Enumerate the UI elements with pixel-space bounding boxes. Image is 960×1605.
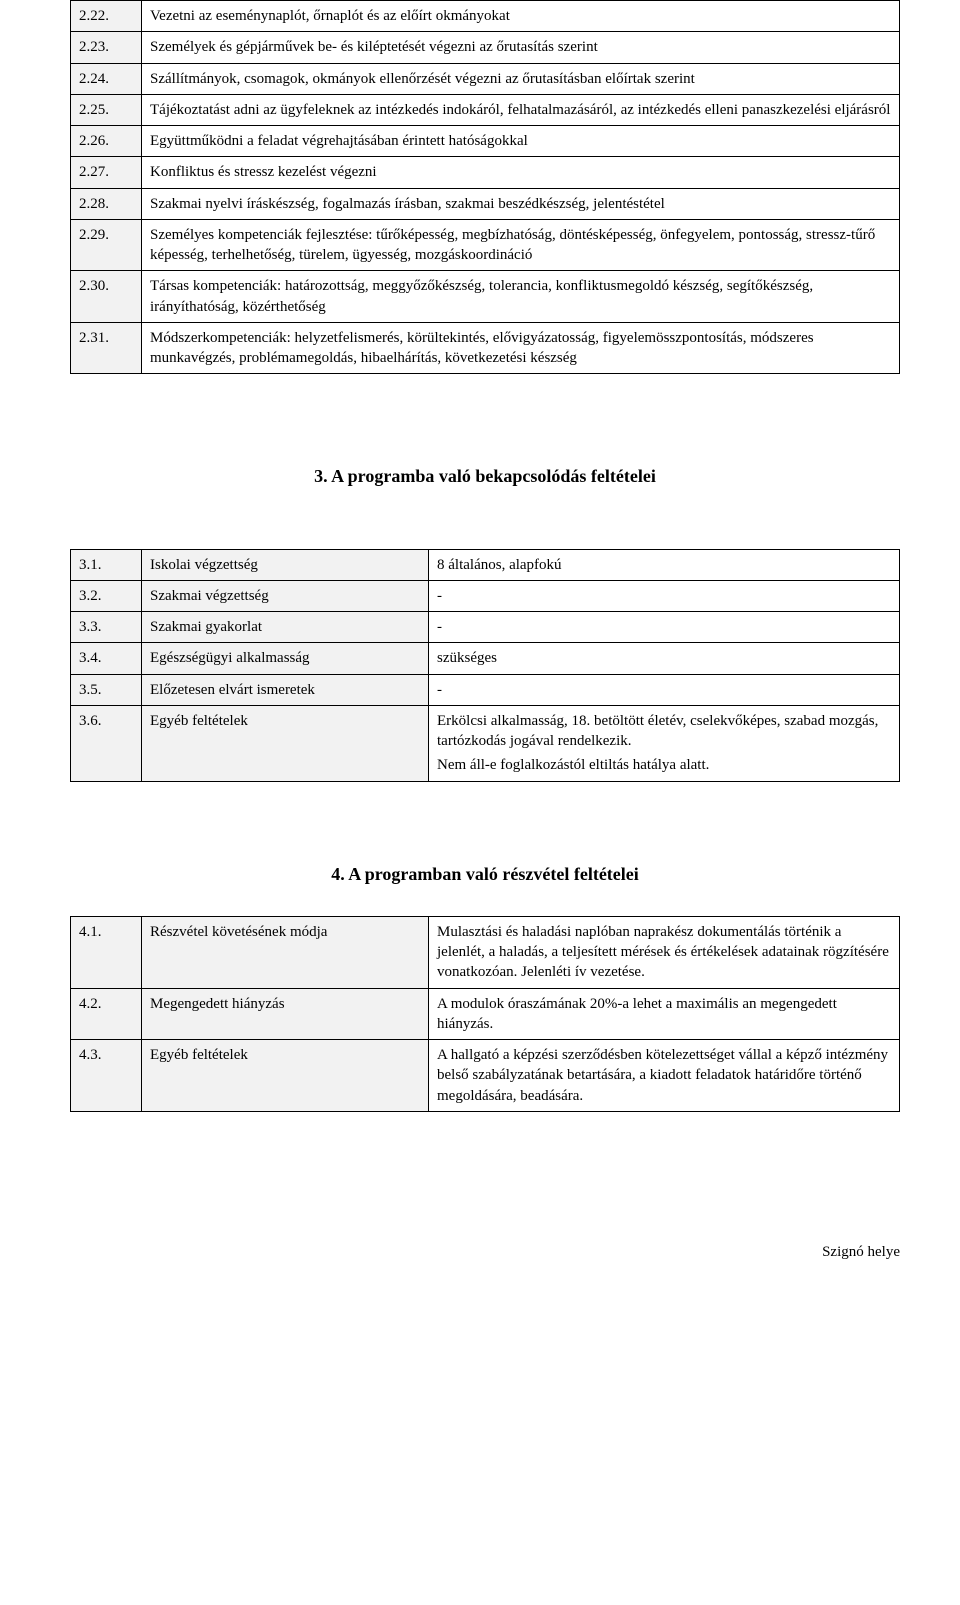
table-row: 3.1. Iskolai végzettség 8 általános, ala… — [71, 549, 900, 580]
table-row: 3.2. Szakmai végzettség - — [71, 580, 900, 611]
row-num: 4.3. — [71, 1040, 142, 1112]
table-competencies: 2.22. Vezetni az eseménynaplót, őrnaplót… — [70, 0, 900, 374]
signature-placeholder: Szignó helye — [70, 1242, 900, 1262]
row-text: Szakmai nyelvi íráskészség, fogalmazás í… — [142, 188, 900, 219]
row-value: A modulok óraszámának 20%-a lehet a maxi… — [429, 988, 900, 1040]
table-row: 3.5. Előzetesen elvárt ismeretek - — [71, 674, 900, 705]
table-row: 2.26. Együttműködni a feladat végrehajtá… — [71, 126, 900, 157]
row-num: 2.27. — [71, 157, 142, 188]
table-row: 2.30. Társas kompetenciák: határozottság… — [71, 271, 900, 323]
row-num: 2.23. — [71, 32, 142, 63]
row-text: Együttműködni a feladat végrehajtásában … — [142, 126, 900, 157]
row-value: - — [429, 674, 900, 705]
table-row: 4.3. Egyéb feltételek A hallgató a képzé… — [71, 1040, 900, 1112]
row-text: Társas kompetenciák: határozottság, megg… — [142, 271, 900, 323]
table-row: 2.28. Szakmai nyelvi íráskészség, fogalm… — [71, 188, 900, 219]
row-value: Erkölcsi alkalmasság, 18. betöltött élet… — [429, 705, 900, 781]
row-num: 2.30. — [71, 271, 142, 323]
row-text: Konfliktus és stressz kezelést végezni — [142, 157, 900, 188]
table-row: 2.24. Szállítmányok, csomagok, okmányok … — [71, 63, 900, 94]
table-row: 2.27. Konfliktus és stressz kezelést vég… — [71, 157, 900, 188]
row-value: A hallgató a képzési szerződésben kötele… — [429, 1040, 900, 1112]
row-num: 3.6. — [71, 705, 142, 781]
row-label: Egyéb feltételek — [142, 1040, 429, 1112]
row-value-p1: Erkölcsi alkalmasság, 18. betöltött élet… — [437, 711, 891, 752]
row-text: Személyek és gépjárművek be- és kiléptet… — [142, 32, 900, 63]
row-text: Módszerkompetenciák: helyzetfelismerés, … — [142, 322, 900, 374]
table-section4: 4.1. Részvétel követésének módja Mulaszt… — [70, 916, 900, 1112]
row-label: Megengedett hiányzás — [142, 988, 429, 1040]
row-label: Részvétel követésének módja — [142, 916, 429, 988]
row-num: 2.31. — [71, 322, 142, 374]
row-value-p2: Nem áll-e foglalkozástól eltiltás hatály… — [437, 755, 891, 775]
table-row: 2.29. Személyes kompetenciák fejlesztése… — [71, 219, 900, 271]
row-value: - — [429, 612, 900, 643]
row-text: Személyes kompetenciák fejlesztése: tűrő… — [142, 219, 900, 271]
row-num: 2.28. — [71, 188, 142, 219]
section4-title: 4. A programban való részvétel feltétele… — [70, 862, 900, 886]
table-row: 2.25. Tájékoztatást adni az ügyfeleknek … — [71, 94, 900, 125]
row-num: 2.29. — [71, 219, 142, 271]
row-value: - — [429, 580, 900, 611]
row-value: 8 általános, alapfokú — [429, 549, 900, 580]
row-text: Tájékoztatást adni az ügyfeleknek az int… — [142, 94, 900, 125]
table-row: 2.23. Személyek és gépjárművek be- és ki… — [71, 32, 900, 63]
table-row: 3.4. Egészségügyi alkalmasság szükséges — [71, 643, 900, 674]
row-label: Szakmai gyakorlat — [142, 612, 429, 643]
row-label: Szakmai végzettség — [142, 580, 429, 611]
row-text: Vezetni az eseménynaplót, őrnaplót és az… — [142, 1, 900, 32]
row-num: 3.1. — [71, 549, 142, 580]
table-section3: 3.1. Iskolai végzettség 8 általános, ala… — [70, 549, 900, 782]
row-num: 3.4. — [71, 643, 142, 674]
row-num: 3.5. — [71, 674, 142, 705]
row-num: 2.25. — [71, 94, 142, 125]
row-num: 2.24. — [71, 63, 142, 94]
row-label: Egyéb feltételek — [142, 705, 429, 781]
row-num: 3.3. — [71, 612, 142, 643]
table-row: 4.1. Részvétel követésének módja Mulaszt… — [71, 916, 900, 988]
table-row: 2.31. Módszerkompetenciák: helyzetfelism… — [71, 322, 900, 374]
row-num: 2.26. — [71, 126, 142, 157]
row-num: 2.22. — [71, 1, 142, 32]
row-value: Mulasztási és haladási naplóban naprakés… — [429, 916, 900, 988]
section3-title: 3. A programba való bekapcsolódás feltét… — [70, 464, 900, 488]
row-label: Egészségügyi alkalmasság — [142, 643, 429, 674]
row-label: Iskolai végzettség — [142, 549, 429, 580]
row-label: Előzetesen elvárt ismeretek — [142, 674, 429, 705]
table-row: 2.22. Vezetni az eseménynaplót, őrnaplót… — [71, 1, 900, 32]
row-text: Szállítmányok, csomagok, okmányok ellenő… — [142, 63, 900, 94]
table-row: 3.6. Egyéb feltételek Erkölcsi alkalmass… — [71, 705, 900, 781]
row-value: szükséges — [429, 643, 900, 674]
row-num: 4.1. — [71, 916, 142, 988]
table-row: 4.2. Megengedett hiányzás A modulok óras… — [71, 988, 900, 1040]
table-row: 3.3. Szakmai gyakorlat - — [71, 612, 900, 643]
row-num: 4.2. — [71, 988, 142, 1040]
row-num: 3.2. — [71, 580, 142, 611]
